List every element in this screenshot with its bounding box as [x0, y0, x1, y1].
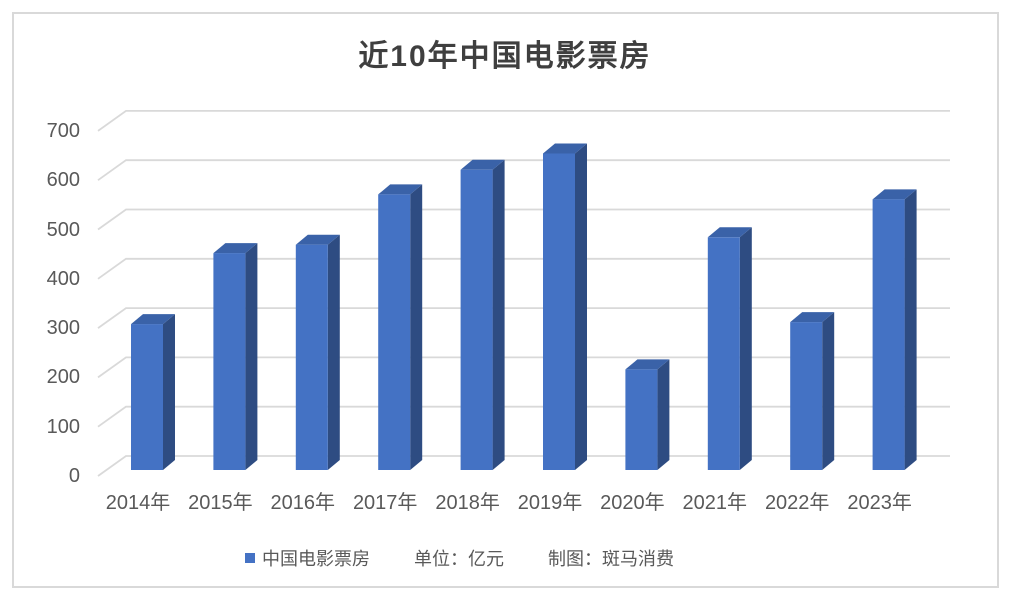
- bar-top-face: [625, 359, 670, 370]
- bar-2019年: [543, 143, 587, 470]
- x-axis-label: 2016年: [270, 492, 336, 514]
- bar-front-face: [213, 253, 246, 470]
- bar-top-face: [872, 189, 917, 200]
- bar-side-face: [245, 243, 258, 470]
- y-axis-tick-label: 300: [46, 317, 80, 340]
- bar-side-face: [163, 314, 175, 470]
- bar-top-face: [707, 227, 752, 238]
- x-axis-label: 2017年: [352, 492, 418, 514]
- bar-2023年: [872, 189, 917, 470]
- bar-side-face: [410, 184, 423, 470]
- bar-top-face: [131, 314, 175, 325]
- bar-side-face: [657, 359, 670, 470]
- bar-2020年: [625, 359, 670, 470]
- y-axis-tick-label: 100: [46, 415, 80, 438]
- chart-title: 近10年中国电影票房: [358, 40, 652, 73]
- bar-2017年: [378, 184, 423, 470]
- bar-side-face: [904, 189, 917, 470]
- x-axis-label: 2018年: [435, 492, 500, 514]
- y-axis-tick-label: 0: [68, 465, 80, 487]
- y-axis-tick-label: 400: [46, 267, 80, 290]
- bar-front-face: [625, 369, 658, 470]
- bar-front-face: [543, 153, 575, 470]
- y-axis-tick-label: 600: [46, 169, 80, 192]
- bar-front-face: [790, 322, 823, 470]
- gridline: [97, 257, 950, 280]
- legend-series-label: 中国电影票房: [262, 549, 370, 569]
- bar-side-face: [575, 143, 587, 470]
- bar-top-face: [378, 184, 423, 195]
- bar-top-face: [213, 243, 258, 254]
- bar-2018年: [460, 159, 505, 470]
- bar-2016年: [295, 234, 340, 470]
- bar-front-face: [872, 199, 905, 470]
- bar-side-face: [822, 312, 835, 470]
- gridline: [97, 159, 950, 181]
- bar-side-face: [492, 159, 505, 470]
- gridline: [97, 307, 950, 329]
- x-axis-label: 2022年: [764, 492, 830, 514]
- bar-top-face: [295, 234, 340, 245]
- bar-front-face: [460, 169, 493, 470]
- y-axis-tick-label: 500: [46, 218, 80, 241]
- x-axis-label: 2015年: [188, 492, 253, 514]
- y-axis-tick-label: 200: [46, 366, 80, 389]
- x-axis-label: 2014年: [105, 492, 171, 514]
- bar-front-face: [131, 324, 163, 470]
- x-axis-label: 2023年: [847, 492, 912, 514]
- chart-legend: 中国电影票房 单位：亿元 制图：斑马消费: [245, 545, 674, 571]
- gridline: [97, 405, 950, 428]
- gridline: [97, 356, 950, 379]
- chart-border-frame: [12, 12, 999, 588]
- gridlines: [97, 110, 950, 477]
- x-axis-label: 2019年: [517, 492, 583, 514]
- y-axis-tick-label: 700: [46, 119, 80, 142]
- legend-swatch-icon: [245, 553, 255, 563]
- x-axis-label: 2021年: [682, 492, 748, 514]
- bar-side-face: [327, 234, 340, 470]
- x-axis-label: 2020年: [600, 492, 665, 514]
- legend-credit-label: 制图：斑马消费: [548, 549, 674, 569]
- bar-top-face: [460, 159, 505, 170]
- legend-unit-label: 单位：亿元: [414, 549, 504, 569]
- bar-top-face: [543, 143, 587, 154]
- bar-2021年: [707, 227, 752, 470]
- gridline: [97, 110, 950, 132]
- legend-series-item: 中国电影票房: [245, 545, 370, 571]
- bar-front-face: [378, 194, 411, 470]
- bar-front-face: [295, 244, 328, 470]
- bar-side-face: [739, 227, 752, 470]
- gridline: [97, 455, 950, 477]
- bar-series: [131, 143, 917, 470]
- bar-top-face: [790, 312, 835, 323]
- bar-2015年: [213, 243, 258, 470]
- bar-front-face: [707, 237, 740, 470]
- gridline: [97, 208, 950, 231]
- bar-2022年: [790, 312, 835, 470]
- bar-2014年: [131, 314, 175, 470]
